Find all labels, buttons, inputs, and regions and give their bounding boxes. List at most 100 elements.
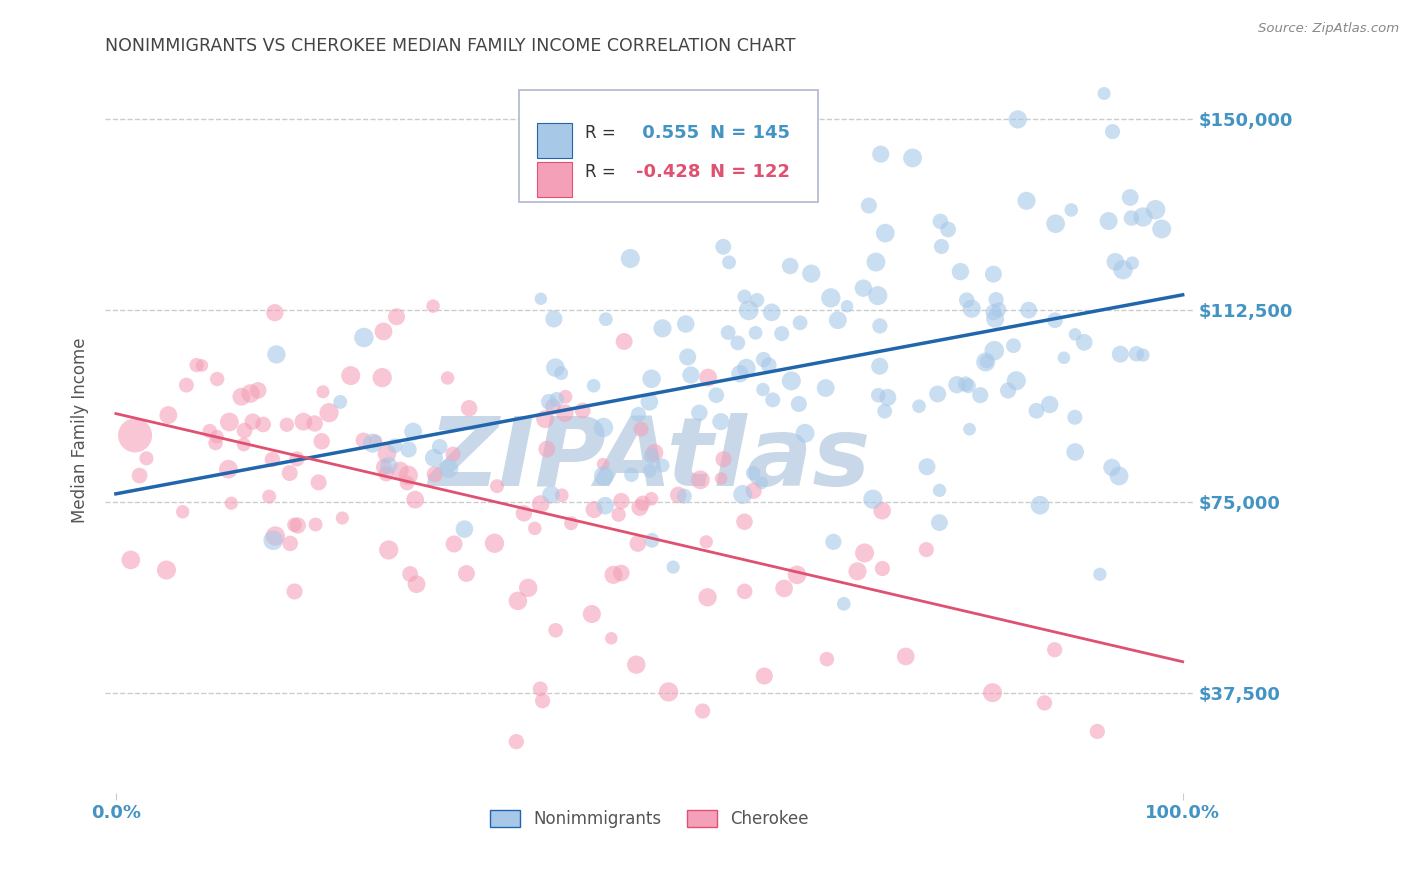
Text: N = 145: N = 145 xyxy=(710,124,790,142)
Point xyxy=(1033,696,1056,710)
Point xyxy=(252,417,274,432)
Point xyxy=(692,704,714,718)
Point xyxy=(600,632,623,646)
Point xyxy=(987,302,1010,317)
Point xyxy=(957,379,980,393)
Point xyxy=(437,461,460,475)
Point xyxy=(484,536,506,550)
Point xyxy=(339,368,361,383)
Point xyxy=(983,343,1005,358)
Point xyxy=(607,508,630,522)
Point xyxy=(752,383,775,397)
Point xyxy=(544,624,567,638)
Point xyxy=(371,370,394,384)
Point xyxy=(711,240,734,254)
Point xyxy=(640,372,662,386)
Point xyxy=(1045,217,1067,231)
Point xyxy=(936,222,959,236)
Point xyxy=(869,359,891,374)
Point xyxy=(318,406,340,420)
Point xyxy=(1132,210,1154,224)
Point xyxy=(762,392,785,407)
Point xyxy=(866,288,889,302)
Point xyxy=(592,469,614,483)
Point xyxy=(823,534,845,549)
Point xyxy=(385,310,408,324)
Point xyxy=(981,686,1004,700)
Point xyxy=(679,368,702,382)
Point xyxy=(217,462,239,476)
Point xyxy=(389,463,412,477)
Point xyxy=(1060,202,1083,217)
Point xyxy=(523,521,546,535)
Point xyxy=(292,415,315,429)
Point xyxy=(242,415,264,429)
Point xyxy=(205,429,228,443)
Point xyxy=(429,440,451,454)
Y-axis label: Median Family Income: Median Family Income xyxy=(72,337,89,523)
Point xyxy=(627,408,650,422)
Point xyxy=(620,467,643,482)
Point xyxy=(858,198,880,212)
Point xyxy=(976,354,998,368)
Point xyxy=(308,475,330,490)
Point xyxy=(827,313,849,327)
Point xyxy=(311,434,333,449)
Point xyxy=(627,536,650,550)
Point xyxy=(135,451,157,466)
Point xyxy=(1125,347,1147,361)
Point xyxy=(1097,214,1119,228)
Point xyxy=(544,360,567,375)
Point xyxy=(1043,313,1066,327)
Point xyxy=(780,374,803,388)
Point xyxy=(832,597,855,611)
Point xyxy=(984,311,1007,326)
Point xyxy=(984,293,1007,307)
Point xyxy=(613,334,636,349)
Point xyxy=(1039,397,1062,411)
Point xyxy=(794,426,817,441)
Point xyxy=(983,267,1005,281)
Point xyxy=(710,415,733,429)
Point xyxy=(870,504,893,518)
Point xyxy=(752,352,775,367)
Point xyxy=(959,422,981,436)
Point xyxy=(361,436,384,450)
Text: R =: R = xyxy=(585,163,616,181)
Point xyxy=(529,681,551,696)
Point xyxy=(773,582,796,596)
Point xyxy=(595,312,617,326)
Point xyxy=(689,473,711,487)
Point xyxy=(582,378,605,392)
Point xyxy=(1132,348,1154,362)
Point xyxy=(820,291,842,305)
Point xyxy=(263,306,285,320)
Point xyxy=(312,384,335,399)
Point xyxy=(869,318,891,333)
Point xyxy=(704,388,727,402)
Point xyxy=(865,255,887,269)
Point xyxy=(949,264,972,278)
Point xyxy=(928,516,950,530)
FancyBboxPatch shape xyxy=(537,123,572,158)
Point xyxy=(955,376,977,391)
Point xyxy=(239,386,262,401)
Point xyxy=(352,434,374,448)
Point xyxy=(676,350,699,364)
Point xyxy=(894,649,917,664)
Point xyxy=(873,404,896,418)
Point xyxy=(814,381,837,395)
Text: 0.555: 0.555 xyxy=(637,124,699,142)
Point xyxy=(960,301,983,316)
Point xyxy=(329,395,352,409)
Point xyxy=(846,565,869,579)
Point xyxy=(262,533,284,548)
Point xyxy=(915,459,938,474)
Point xyxy=(1119,190,1142,204)
FancyBboxPatch shape xyxy=(519,90,818,202)
Point xyxy=(1007,112,1029,127)
Point xyxy=(443,537,465,551)
Point xyxy=(1085,724,1108,739)
Point xyxy=(1144,202,1167,217)
Point xyxy=(644,445,666,459)
